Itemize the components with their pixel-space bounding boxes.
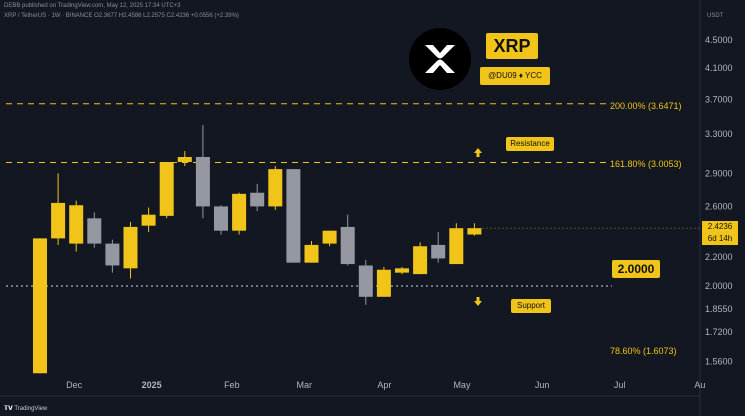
y-tick-label: 4.5000: [705, 35, 733, 45]
x-tick-label: May: [453, 380, 471, 390]
y-tick-label: 2.0000: [705, 281, 733, 291]
last-price-value: 2.4236: [707, 222, 733, 231]
arrow-up-icon: [474, 148, 482, 157]
candle-body: [286, 169, 301, 263]
candle-body: [304, 244, 319, 263]
y-tick-label: 3.3000: [705, 129, 733, 139]
candle-body: [431, 244, 446, 259]
candle-body: [177, 156, 192, 162]
footer-label: TradingView: [14, 406, 48, 412]
y-tick-label: 2.6000: [705, 201, 733, 211]
publisher-line: DEBB published on TradingView.com, May 1…: [4, 3, 181, 9]
candle-body: [51, 202, 66, 239]
bar-countdown: 6d 14h: [707, 234, 733, 243]
candle-body: [214, 206, 228, 231]
candle-body: [250, 192, 265, 207]
author-byline: @DU09 ♦ YCC: [480, 67, 550, 85]
candle-body: [340, 226, 355, 265]
candle-body: [232, 193, 247, 231]
tradingview-footer[interactable]: 𝗧𝗩 TradingView: [4, 405, 47, 412]
x-tick-label: Jun: [535, 380, 550, 390]
y-tick-label: 1.8550: [705, 304, 733, 314]
candle-body: [413, 246, 428, 275]
fib-161-label: 161.80% (3.0053): [610, 159, 682, 169]
y-tick-label: 1.5600: [705, 356, 733, 366]
last-price-tag: 2.4236 6d 14h: [702, 221, 738, 245]
candle-body: [105, 243, 120, 266]
currency-label: USDT: [707, 13, 724, 19]
y-tick-label: 1.7200: [705, 327, 733, 337]
candle-body: [358, 265, 373, 297]
x-tick-label: Dec: [66, 380, 83, 390]
candle-body: [141, 214, 156, 226]
candle-body: [195, 156, 210, 207]
candle-body: [376, 269, 391, 297]
tradingview-logo-icon: 𝗧𝗩: [4, 406, 13, 412]
resistance-tag: Resistance: [506, 137, 554, 151]
y-tick-label: 2.2000: [705, 252, 733, 262]
x-tick-label: 2025: [142, 380, 162, 390]
x-tick-label: Jul: [614, 380, 626, 390]
x-tick-label: Mar: [296, 380, 312, 390]
xrp-x-logo-icon: [409, 28, 471, 90]
candle-body: [123, 226, 138, 269]
x-tick-label: Apr: [377, 380, 391, 390]
candle-body: [87, 218, 102, 244]
y-tick-label: 3.7000: [705, 94, 733, 104]
x-tick-label: Au: [694, 380, 705, 390]
coin-title: XRP: [486, 33, 538, 59]
fib-200-label: 200.00% (3.6471): [610, 101, 682, 111]
x-tick-label: Feb: [224, 380, 240, 390]
fib-78-label: 78.60% (1.6073): [610, 346, 677, 356]
y-tick-label: 4.1000: [705, 63, 733, 73]
candle-body: [467, 228, 482, 235]
candle-body: [33, 238, 47, 374]
y-tick-label: 2.9000: [705, 168, 733, 178]
support-tag: Support: [511, 299, 551, 313]
candle-body: [322, 230, 337, 244]
symbol-line: XRP / TetherUS · 1W · BINANCE O2.3677 H2…: [4, 13, 239, 19]
candle-body: [159, 161, 174, 216]
candle-body: [395, 268, 409, 273]
arrow-down-icon: [474, 297, 482, 306]
candle-body: [449, 228, 464, 265]
candle-body: [69, 205, 84, 244]
support-level-tag: 2.0000: [612, 260, 660, 278]
candle-body: [268, 169, 283, 207]
